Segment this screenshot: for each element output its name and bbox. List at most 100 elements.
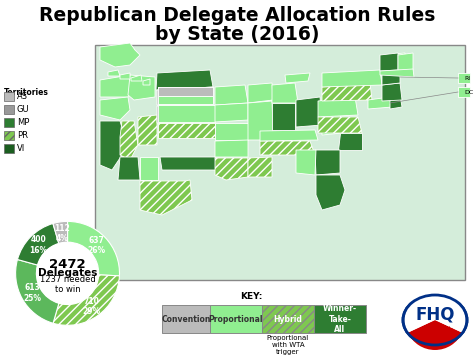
- Polygon shape: [322, 83, 372, 101]
- Polygon shape: [100, 121, 124, 170]
- Polygon shape: [382, 71, 400, 85]
- Polygon shape: [158, 123, 215, 138]
- Polygon shape: [215, 140, 248, 157]
- Polygon shape: [140, 157, 158, 180]
- Text: KEY:: KEY:: [240, 292, 263, 301]
- Polygon shape: [382, 53, 405, 73]
- Wedge shape: [53, 275, 119, 325]
- Polygon shape: [322, 70, 382, 87]
- Text: 613
25%: 613 25%: [23, 283, 41, 303]
- Polygon shape: [157, 105, 213, 123]
- Text: PR: PR: [17, 131, 28, 140]
- Polygon shape: [368, 97, 392, 109]
- Text: RI: RI: [464, 76, 470, 81]
- Polygon shape: [140, 180, 192, 215]
- Polygon shape: [108, 70, 120, 76]
- Polygon shape: [100, 43, 140, 67]
- FancyBboxPatch shape: [262, 305, 314, 333]
- Polygon shape: [158, 87, 213, 104]
- Text: GU: GU: [17, 105, 29, 114]
- Polygon shape: [120, 121, 138, 160]
- Text: Convention: Convention: [161, 315, 210, 323]
- Text: MP: MP: [17, 118, 29, 127]
- Polygon shape: [272, 83, 298, 103]
- FancyBboxPatch shape: [458, 73, 470, 83]
- Polygon shape: [248, 83, 273, 103]
- Polygon shape: [158, 105, 215, 122]
- Text: Proportional
with WTA
trigger: Proportional with WTA trigger: [267, 335, 309, 355]
- Polygon shape: [156, 70, 213, 90]
- Polygon shape: [285, 73, 310, 83]
- FancyBboxPatch shape: [314, 305, 366, 333]
- Polygon shape: [390, 95, 402, 109]
- Polygon shape: [100, 75, 135, 97]
- Text: VI: VI: [17, 144, 25, 153]
- Polygon shape: [215, 85, 248, 105]
- Polygon shape: [318, 97, 358, 117]
- FancyBboxPatch shape: [4, 144, 14, 153]
- Text: Republican Delegate Allocation Rules: Republican Delegate Allocation Rules: [39, 6, 435, 25]
- Text: FHQ: FHQ: [415, 305, 455, 323]
- FancyBboxPatch shape: [4, 92, 14, 101]
- Text: ★: ★: [445, 325, 453, 335]
- Text: 400
16%: 400 16%: [29, 235, 48, 255]
- Polygon shape: [380, 53, 398, 71]
- Wedge shape: [18, 224, 59, 265]
- Polygon shape: [260, 141, 315, 155]
- Polygon shape: [316, 175, 345, 210]
- Polygon shape: [260, 130, 318, 141]
- Text: DC: DC: [464, 89, 473, 94]
- FancyBboxPatch shape: [4, 105, 14, 114]
- Circle shape: [36, 242, 99, 305]
- Polygon shape: [296, 97, 322, 127]
- Polygon shape: [158, 87, 213, 104]
- Text: Territories: Territories: [4, 88, 49, 97]
- Polygon shape: [296, 150, 316, 175]
- Text: by State (2016): by State (2016): [155, 25, 319, 44]
- FancyBboxPatch shape: [95, 45, 465, 280]
- FancyBboxPatch shape: [210, 305, 262, 333]
- Polygon shape: [272, 103, 295, 130]
- Text: Hybrid: Hybrid: [273, 315, 302, 323]
- Wedge shape: [53, 222, 67, 244]
- Polygon shape: [100, 97, 130, 120]
- Polygon shape: [338, 133, 362, 150]
- FancyBboxPatch shape: [4, 131, 14, 140]
- Polygon shape: [128, 75, 155, 100]
- Wedge shape: [408, 320, 462, 350]
- Text: Proportional: Proportional: [209, 315, 263, 323]
- Polygon shape: [315, 150, 340, 175]
- Text: Winner-
Take-
All: Winner- Take- All: [323, 304, 357, 334]
- Polygon shape: [322, 112, 342, 135]
- Ellipse shape: [403, 295, 467, 345]
- Polygon shape: [120, 73, 130, 79]
- Text: 112
4%: 112 4%: [54, 224, 70, 243]
- Text: AS: AS: [17, 92, 28, 101]
- Polygon shape: [143, 79, 150, 85]
- FancyBboxPatch shape: [162, 305, 210, 333]
- Wedge shape: [405, 290, 465, 333]
- Polygon shape: [248, 157, 272, 177]
- Wedge shape: [16, 260, 59, 323]
- FancyBboxPatch shape: [4, 118, 14, 127]
- Polygon shape: [158, 87, 213, 96]
- Polygon shape: [398, 53, 413, 71]
- Text: 2472: 2472: [49, 258, 86, 271]
- Polygon shape: [160, 157, 218, 170]
- Polygon shape: [215, 158, 248, 180]
- Text: Delegates: Delegates: [38, 268, 97, 278]
- Polygon shape: [215, 123, 248, 140]
- Polygon shape: [380, 69, 414, 77]
- Polygon shape: [215, 103, 248, 122]
- Wedge shape: [67, 222, 119, 276]
- Polygon shape: [138, 115, 157, 145]
- FancyBboxPatch shape: [458, 87, 470, 97]
- Text: 710
29%: 710 29%: [82, 297, 100, 316]
- Polygon shape: [318, 117, 362, 133]
- Text: 637
26%: 637 26%: [88, 236, 106, 255]
- Polygon shape: [118, 157, 140, 180]
- Polygon shape: [382, 83, 402, 101]
- Polygon shape: [158, 96, 213, 104]
- Polygon shape: [248, 101, 273, 140]
- Polygon shape: [131, 75, 142, 81]
